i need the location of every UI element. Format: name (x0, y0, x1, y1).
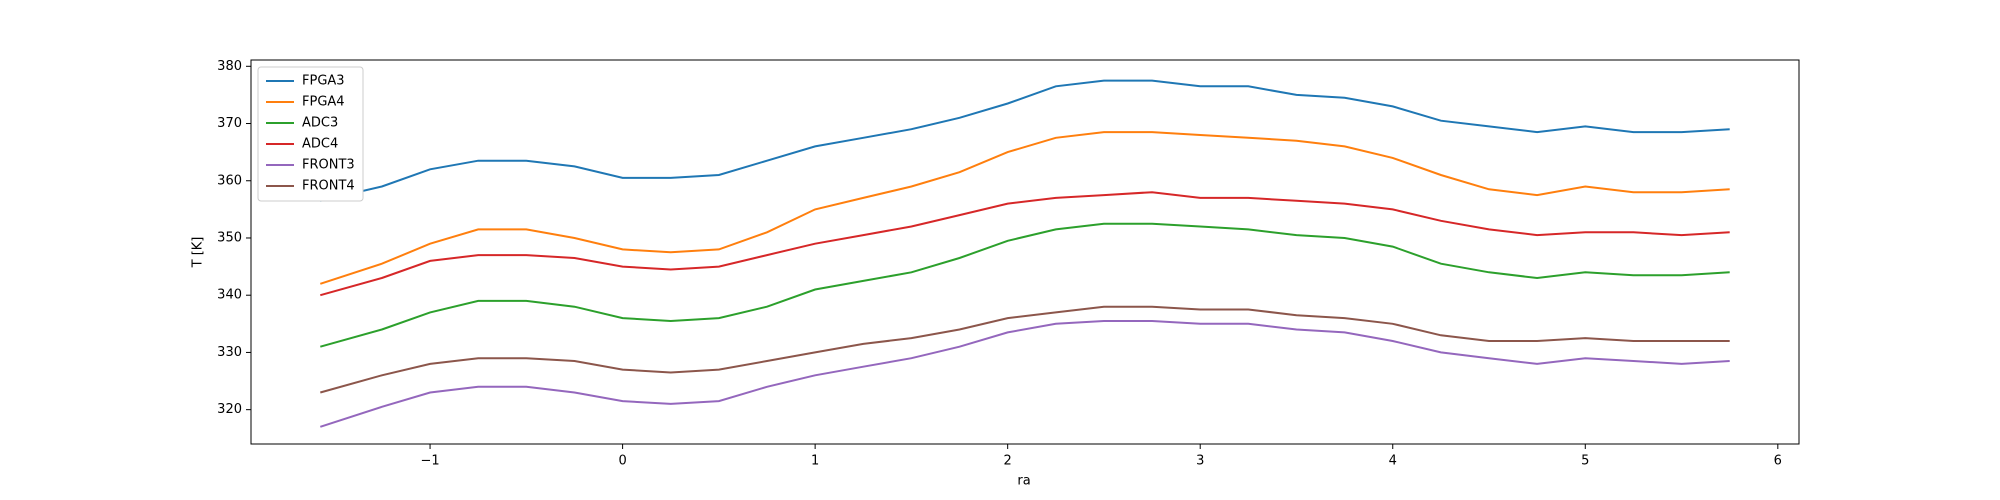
x-tick-label: 5 (1581, 454, 1589, 469)
series-line (320, 191, 1730, 297)
legend-box (257, 66, 364, 202)
y-tick-label: 370 (217, 116, 242, 131)
legend-label: FRONT3 (302, 158, 355, 173)
legend-label: ADC3 (302, 116, 338, 131)
legend-label: ADC4 (302, 137, 338, 152)
series-line (319, 320, 1730, 428)
y-tick-label: 360 (217, 173, 242, 188)
x-tick-label: 4 (1389, 454, 1397, 469)
legend-label: FPGA4 (302, 95, 345, 110)
y-axis-label: T [K] (191, 237, 206, 269)
x-tick-label: 3 (1196, 454, 1204, 469)
series-line (320, 222, 1730, 348)
y-tick-label: 320 (217, 402, 242, 417)
series-line (320, 305, 1730, 394)
legend-label: FPGA3 (302, 74, 345, 89)
series-line (319, 131, 1730, 285)
series-line (320, 79, 1730, 202)
x-tick-label: 2 (1004, 454, 1012, 469)
x-tick-label: −1 (420, 454, 439, 469)
y-tick-label: 380 (217, 59, 242, 74)
x-axis-label: ra (1017, 474, 1030, 489)
y-tick-label: 350 (217, 230, 242, 245)
legend: FPGA3 FPGA4 ADC3 ADC4 FRONT3 FRONT4 (257, 66, 364, 202)
legend-label: FRONT4 (302, 179, 355, 194)
y-tick-label: 340 (217, 288, 242, 303)
x-tick-label: 6 (1774, 454, 1782, 469)
x-tick-label: 0 (618, 454, 626, 469)
y-tick-label: 330 (217, 345, 242, 360)
x-tick-label: 1 (811, 454, 819, 469)
plot-frame (250, 59, 1800, 445)
